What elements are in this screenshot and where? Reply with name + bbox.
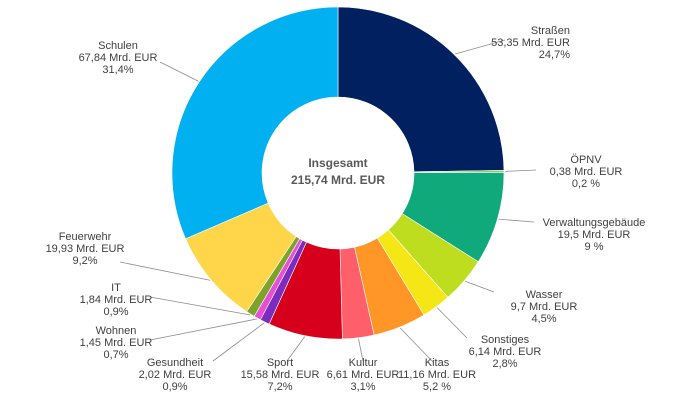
slice-label-schulen: Schulen 67,84 Mrd. EUR 31,4%	[79, 40, 158, 76]
slice-label-kultur: Kultur 6,61 Mrd. EUR 3,1%	[327, 357, 400, 393]
leader-line-oepnv	[504, 169, 537, 172]
label-value: 1,45 Mrd. EUR	[80, 337, 153, 349]
slice-label-wohnen: Wohnen 1,45 Mrd. EUR 0,7%	[80, 325, 153, 361]
label-name: Kultur	[349, 357, 378, 369]
label-percent: 3,1%	[350, 381, 375, 393]
label-percent: 0,9%	[103, 306, 128, 318]
label-percent: 9 %	[585, 241, 604, 253]
donut-slices	[171, 6, 505, 340]
slice-label-it: IT 1,84 Mrd. EUR 0,9%	[80, 282, 153, 318]
label-value: 2,02 Mrd. EUR	[139, 369, 212, 381]
label-name: Sonstiges	[481, 334, 530, 346]
leader-line-kultur	[358, 338, 364, 362]
label-name: ÖPNV	[570, 154, 602, 166]
donut-hole	[262, 97, 414, 249]
leader-line-strassen	[455, 39, 506, 55]
slice-label-sport: Sport 15,58 Mrd. EUR 7,2%	[241, 357, 320, 393]
label-value: 19,93 Mrd. EUR	[46, 243, 125, 255]
leader-line-verwaltungsgebaeude	[498, 218, 535, 223]
label-percent: 0,7%	[103, 349, 128, 361]
label-value: 67,84 Mrd. EUR	[79, 52, 158, 64]
label-percent: 31,4%	[102, 64, 133, 76]
slice-label-kitas: Kitas 11,16 Mrd. EUR 5,2 %	[398, 357, 476, 393]
slice-label-verwaltungsgebaeude: Verwaltungsgebäude 19,5 Mrd. EUR 9 %	[543, 217, 646, 253]
leader-lines	[119, 39, 537, 363]
slice-label-feuerwehr: Feuerwehr 19,93 Mrd. EUR 9,2%	[46, 231, 125, 267]
leader-line-sport	[286, 336, 306, 362]
label-percent: 24,7%	[539, 49, 570, 61]
center-title: Insgesamt	[308, 156, 367, 170]
label-value: 15,58 Mrd. EUR	[241, 369, 320, 381]
leader-line-gesundheit	[212, 322, 265, 362]
label-name: Feuerwehr	[59, 231, 112, 243]
label-percent: 5,2 %	[423, 381, 451, 393]
label-value: 6,61 Mrd. EUR	[327, 369, 400, 381]
label-name: Wasser	[526, 289, 563, 301]
label-value: 11,16 Mrd. EUR	[398, 369, 476, 381]
leader-line-feuerwehr	[119, 261, 211, 281]
slice-label-gesundheit: Gesundheit 2,02 Mrd. EUR 0,9%	[139, 357, 212, 393]
label-name: Kitas	[425, 357, 450, 369]
leader-line-kitas	[399, 327, 434, 363]
leader-line-wohnen	[149, 318, 257, 341]
slice-label-strassen: Straßen 53,35 Mrd. EUR 24,7%	[491, 25, 570, 61]
label-percent: 0,9%	[162, 381, 187, 393]
label-name: Gesundheit	[147, 357, 203, 369]
label-value: 9,7 Mrd. EUR	[511, 301, 578, 313]
leader-line-wasser	[464, 280, 495, 293]
label-name: Wohnen	[96, 325, 137, 337]
label-value: 19,5 Mrd. EUR	[558, 229, 631, 241]
label-percent: 7,2%	[267, 381, 292, 393]
label-percent: 0,2 %	[572, 178, 600, 190]
label-name: Verwaltungsgebäude	[543, 217, 646, 229]
label-value: 53,35 Mrd. EUR	[491, 37, 570, 49]
label-percent: 4,5%	[531, 313, 556, 325]
leader-line-it	[149, 296, 250, 316]
label-name: Schulen	[98, 40, 138, 52]
leader-line-sonstiges	[436, 307, 468, 339]
label-value: 6,14 Mrd. EUR	[469, 346, 542, 358]
slice-label-oepnv: ÖPNV 0,38 Mrd. EUR 0,2 %	[550, 154, 623, 190]
label-name: Straßen	[531, 25, 570, 37]
leader-line-schulen	[159, 61, 199, 82]
label-percent: 9,2%	[72, 255, 97, 267]
slice-label-wasser: Wasser 9,7 Mrd. EUR 4,5%	[511, 289, 578, 325]
label-value: 1,84 Mrd. EUR	[80, 294, 153, 306]
slice-label-sonstiges: Sonstiges 6,14 Mrd. EUR 2,8%	[469, 334, 542, 370]
label-value: 0,38 Mrd. EUR	[550, 166, 623, 178]
label-name: IT	[111, 282, 121, 294]
label-name: Sport	[267, 357, 293, 369]
slice-labels: Straßen 53,35 Mrd. EUR 24,7% ÖPNV 0,38 Mrd. …	[46, 25, 646, 393]
center-value: 215,74 Mrd. EUR	[291, 173, 385, 187]
label-percent: 2,8%	[492, 358, 517, 370]
